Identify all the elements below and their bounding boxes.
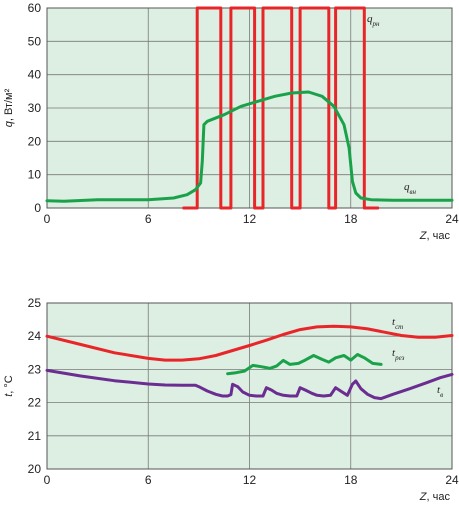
y-tick-label: 24 [28,329,42,343]
x-tick-label: 18 [344,212,358,226]
series-line-t-рез [226,353,383,376]
series-label: tрез [392,347,405,362]
y-axis-label: t, °C [3,375,15,397]
x-tick-label: 24 [445,473,459,487]
y-tick-label: 10 [28,168,42,182]
y-tick-label: 0 [34,201,41,215]
x-tick-label: 0 [44,473,51,487]
y-tick-label: 60 [28,1,42,15]
series-label: qрн [367,13,380,28]
y-tick-label: 20 [28,462,42,476]
y-tick-label: 20 [28,134,42,148]
x-tick-label: 18 [344,473,358,487]
x-tick-label: 6 [145,212,152,226]
y-tick-label: 21 [28,429,42,443]
x-axis-label: Z, час [419,491,451,503]
y-tick-label: 25 [28,296,42,310]
series-label: qвн [404,181,417,196]
x-tick-label: 0 [44,212,51,226]
series-line-t-в [45,368,454,401]
series-label: tв [437,384,443,399]
x-tick-label: 6 [145,473,152,487]
y-tick-label: 50 [28,34,42,48]
plot-frame [46,302,453,470]
y-axis-label: q, Вт/м² [3,88,15,127]
series-line-q-вн [45,90,454,203]
x-axis-label: Z, час [419,230,451,242]
y-tick-label: 22 [28,396,42,410]
y-tick-label: 30 [28,101,42,115]
x-tick-label: 12 [243,212,257,226]
x-tick-label: 12 [243,473,257,487]
series-line-t-ст [45,324,454,362]
series-label: tст [392,316,403,331]
y-tick-label: 40 [28,68,42,82]
y-tick-label: 23 [28,362,42,376]
x-tick-label: 24 [445,212,459,226]
